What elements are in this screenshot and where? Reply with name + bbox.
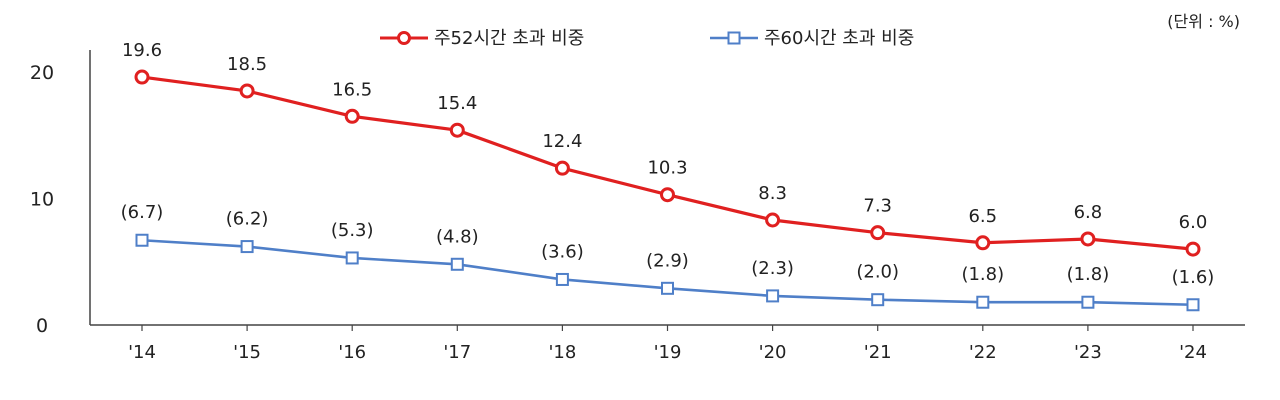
data-label: 8.3 [758, 183, 787, 204]
data-point [871, 293, 885, 307]
data-label: (2.0) [856, 262, 899, 283]
data-point [240, 240, 254, 254]
data-label: (5.3) [331, 220, 374, 241]
data-point [975, 235, 991, 251]
data-label: 7.3 [863, 196, 892, 217]
series-60h: (6.7) (6.2) (5.3) (4.8) (3.6) (2.9) (2.3) (2.0)… [121, 202, 1215, 312]
legend-marker-52h [397, 31, 411, 45]
data-point [344, 108, 360, 124]
x-tick-label: '21 [864, 342, 892, 363]
data-point [239, 83, 255, 99]
data-point [976, 295, 990, 309]
data-label: 10.3 [647, 158, 687, 179]
data-point [1185, 241, 1201, 257]
x-tick-label: '24 [1179, 342, 1207, 363]
data-point [870, 225, 886, 241]
data-label: 16.5 [332, 79, 372, 100]
data-label: 15.4 [437, 93, 477, 114]
data-point [765, 212, 781, 228]
data-label: 6.5 [968, 206, 997, 227]
x-tick-label: '19 [654, 342, 682, 363]
data-label: 18.5 [227, 54, 267, 75]
data-label: (2.9) [646, 250, 689, 271]
unit-label: (단위 : %) [1167, 12, 1240, 31]
data-label: (4.8) [436, 226, 479, 247]
data-label: 6.8 [1074, 202, 1103, 223]
legend-item-52h: 주52시간 초과 비중 [380, 28, 584, 49]
data-point [135, 233, 149, 247]
legend-label-60h: 주60시간 초과 비중 [764, 28, 914, 49]
data-label: (6.7) [121, 202, 164, 223]
x-axis-ticks: '14 '15 '16 '17 '18 '19 '20 '21 '22 '23 '24 [128, 325, 1207, 363]
data-label: (3.6) [541, 241, 584, 262]
x-tick-label: '15 [233, 342, 261, 363]
chart-series: 19.618.516.515.412.410.38.37.3 6.5 6.8 6.0(… [121, 40, 1215, 312]
data-point [345, 251, 359, 265]
y-tick-label: 0 [36, 315, 48, 337]
x-tick-label: '17 [443, 342, 471, 363]
data-point [134, 69, 150, 85]
data-point [766, 289, 780, 303]
data-label: 6.0 [1179, 212, 1208, 233]
data-point [555, 272, 569, 286]
x-tick-label: '23 [1074, 342, 1102, 363]
y-tick-label: 10 [30, 189, 54, 211]
x-tick-label: '22 [969, 342, 997, 363]
x-tick-label: '14 [128, 342, 156, 363]
legend-item-60h: 주60시간 초과 비중 [710, 28, 914, 49]
legend-marker-60h [727, 31, 741, 45]
x-tick-label: '20 [759, 342, 787, 363]
data-point [1080, 231, 1096, 247]
data-point [449, 122, 465, 138]
data-point [661, 281, 674, 295]
x-tick-label: '16 [338, 342, 366, 363]
series-52h: 19.6 18.5 16.5 15.4 12.4 10.3 8.3 7.3 6.5 6.8 6.0 [122, 40, 1208, 257]
data-label: (1.8) [1067, 264, 1110, 285]
data-point [554, 160, 570, 176]
data-label: (1.6) [1172, 267, 1215, 288]
data-label: (2.3) [751, 258, 794, 279]
x-tick-label: '18 [548, 342, 576, 363]
data-label: (1.8) [961, 264, 1004, 285]
data-point [1081, 295, 1095, 309]
data-point [450, 257, 464, 271]
data-label: 19.6 [122, 40, 162, 61]
y-axis-ticks: 0 10 20 [30, 62, 54, 337]
data-label: (6.2) [226, 209, 269, 230]
data-label: 12.4 [542, 131, 582, 152]
y-tick-label: 20 [30, 62, 54, 84]
data-point [1186, 298, 1200, 312]
data-point [660, 187, 675, 203]
chart-legend: 주52시간 초과 비중 주60시간 초과 비중 [380, 28, 914, 49]
legend-label-52h: 주52시간 초과 비중 [434, 28, 584, 49]
